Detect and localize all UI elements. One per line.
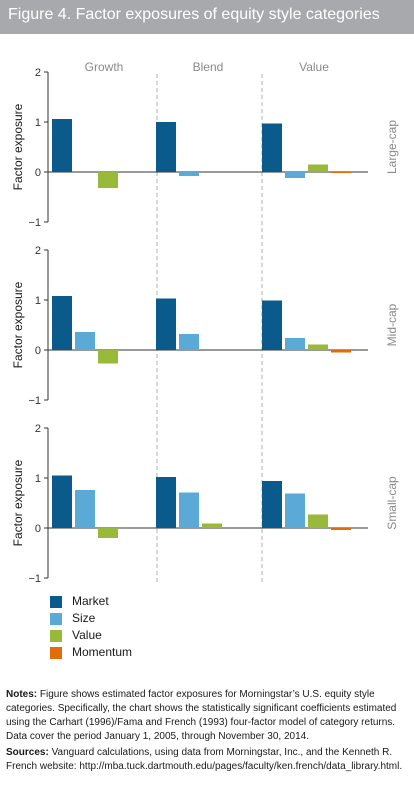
y-tick-label: 0 <box>35 345 41 357</box>
bar-mid-cap-value-value <box>308 344 328 350</box>
bar-mid-cap-growth-size <box>75 332 95 350</box>
bar-small-cap-blend-value <box>202 523 222 528</box>
y-axis-title: Factor exposure <box>11 459 25 546</box>
bar-mid-cap-blend-size <box>179 334 199 350</box>
y-tick-label: −1 <box>28 217 41 229</box>
legend-label-momentum: Momentum <box>72 645 133 659</box>
notes-label: Notes: <box>6 689 38 700</box>
legend-swatch-market <box>50 596 62 608</box>
bar-large-cap-growth-value <box>98 172 118 188</box>
bar-large-cap-value-momentum <box>331 172 351 173</box>
figure-title: Figure 4. Factor exposures of equity sty… <box>8 6 380 23</box>
bar-small-cap-growth-value <box>98 528 118 538</box>
bar-mid-cap-growth-value <box>98 350 118 364</box>
bar-small-cap-blend-market <box>156 477 176 528</box>
y-tick-label: 2 <box>35 423 41 435</box>
legend-item-size: Size <box>50 611 250 627</box>
bar-small-cap-growth-market <box>52 475 72 528</box>
y-tick-label: 0 <box>35 523 41 535</box>
legend-label-size: Size <box>72 611 96 625</box>
bar-large-cap-blend-size <box>179 172 199 176</box>
legend-label-value: Value <box>72 628 102 642</box>
bar-small-cap-value-market <box>262 481 282 528</box>
y-axis-title: Factor exposure <box>11 103 25 190</box>
sources-paragraph: Sources: Vanguard calculations, using da… <box>6 746 410 774</box>
y-tick-label: 1 <box>35 473 41 485</box>
notes-text: Figure shows estimated factor exposures … <box>6 689 397 742</box>
bar-mid-cap-value-market <box>262 300 282 350</box>
legend-item-market: Market <box>50 594 250 610</box>
y-tick-label: 1 <box>35 117 41 129</box>
bar-mid-cap-growth-market <box>52 296 72 350</box>
row-label-large-cap: Large-cap <box>385 120 399 174</box>
y-tick-label: 2 <box>35 245 41 257</box>
y-tick-label: −1 <box>28 395 41 407</box>
bar-small-cap-value-value <box>308 514 328 528</box>
bar-large-cap-value-market <box>262 123 282 172</box>
bar-mid-cap-value-size <box>285 338 305 350</box>
column-header-value: Value <box>299 60 329 74</box>
figure-title-bar: Figure 4. Factor exposures of equity sty… <box>0 0 414 34</box>
y-axis-title: Factor exposure <box>11 281 25 368</box>
y-tick-label: −1 <box>28 573 41 585</box>
notes-paragraph: Notes: Figure shows estimated factor exp… <box>6 688 410 744</box>
y-tick-label: 2 <box>35 67 41 79</box>
row-label-small-cap: Small-cap <box>385 476 399 530</box>
legend-swatch-size <box>50 613 62 625</box>
legend-swatch-momentum <box>50 647 62 659</box>
bar-mid-cap-value-momentum <box>331 350 351 353</box>
row-label-mid-cap: Mid-cap <box>385 303 399 346</box>
legend-item-value: Value <box>50 628 250 644</box>
bar-small-cap-growth-size <box>75 490 95 528</box>
sources-text: Vanguard calculations, using data from M… <box>6 747 403 772</box>
bar-small-cap-blend-size <box>179 492 199 528</box>
bar-large-cap-value-size <box>285 172 305 178</box>
y-tick-label: 1 <box>35 295 41 307</box>
bar-small-cap-value-size <box>285 493 305 528</box>
legend-swatch-value <box>50 630 62 642</box>
column-header-growth: Growth <box>85 60 124 74</box>
y-tick-label: 0 <box>35 167 41 179</box>
bar-mid-cap-blend-market <box>156 298 176 350</box>
sources-label: Sources: <box>6 747 49 758</box>
factor-exposure-chart: Growth Blend Value 2 1 0 −1 Factor exposure Larg… <box>11 60 399 585</box>
column-header-blend: Blend <box>193 60 224 74</box>
bar-small-cap-value-momentum <box>331 528 351 530</box>
figure-notes: Notes: Figure shows estimated factor exp… <box>6 688 410 776</box>
bar-large-cap-value-value <box>308 164 328 172</box>
bar-large-cap-blend-market <box>156 122 176 172</box>
legend-label-market: Market <box>72 594 109 608</box>
bar-large-cap-growth-market <box>52 119 72 172</box>
legend-item-momentum: Momentum <box>50 645 250 661</box>
